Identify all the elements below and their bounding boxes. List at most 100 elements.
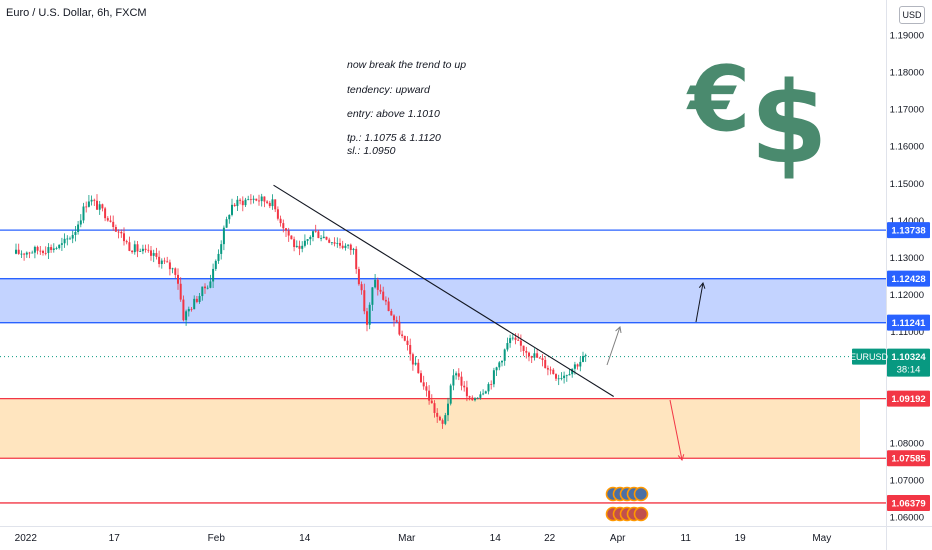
candle-body [77,224,80,232]
candle-body [279,218,282,224]
candle-body [133,244,136,253]
chart-title: Euro / U.S. Dollar, 6h, FXCM [6,7,147,19]
candle-body [15,249,17,254]
candle-body [114,227,117,232]
candle-body [236,199,239,207]
candle-body [28,252,31,254]
x-tick-label: 17 [109,533,121,544]
candle-body [209,281,212,288]
candle-body [347,244,350,246]
euro-symbol: € [688,47,751,152]
projection-arrow [606,326,621,366]
price-zone [0,278,886,323]
candle-body [517,339,520,341]
candle-body [182,299,185,321]
candle-body [85,206,88,208]
candle-body [309,237,312,240]
candle-body [293,239,296,248]
candle-body [422,382,425,387]
y-tick-label: 1.13000 [890,253,924,264]
price-level-tag [887,494,930,511]
candle-body [393,315,395,321]
candle-body [379,289,382,292]
x-tick-label: Feb [208,533,226,544]
candle-body [58,244,61,249]
candle-body [363,290,366,312]
candle-body [441,420,444,424]
candle-body [490,384,493,385]
candle-body [403,335,406,341]
projection-arrow-head [677,454,685,462]
candle-body [276,209,279,219]
candle-body [463,385,466,388]
bar-countdown: 38:14 [897,365,921,376]
candle-body [357,269,360,285]
candle-body [150,250,152,256]
y-tick-label: 1.19000 [890,31,924,42]
candle-body [390,311,393,316]
candle-body [465,387,468,397]
price-level-tag [887,390,930,407]
candle-body [333,242,336,244]
candle-body [546,368,549,370]
y-tick-label: 1.15000 [890,179,924,190]
candle-body [560,378,563,379]
candle-body [198,296,201,302]
candle-body [63,238,66,244]
candle-body [482,393,485,395]
candle-body [409,345,412,355]
price-zone [0,398,860,459]
candle-body [66,238,69,240]
candle-body [125,241,128,243]
price-level-tag-label: 1.13738 [891,226,925,237]
candle-body [120,231,123,234]
candle-body [239,199,242,201]
candle-body [492,370,495,385]
candle-body [576,364,579,367]
candle-body [109,220,112,222]
candle-body [303,240,306,246]
candle-body [368,304,371,325]
candle-body [395,320,398,322]
price-level-tag [887,450,930,467]
candle-body [47,247,50,253]
candle-body [271,199,274,207]
x-tick-label: 2022 [15,533,38,544]
candle-body [306,239,309,241]
y-tick-label: 1.16000 [890,142,924,153]
candle-body [252,198,255,200]
candle-body [249,199,252,201]
candle-body [93,199,96,201]
candle-body [101,204,104,209]
y-tick-label: 1.11000 [890,327,924,338]
candle-body [117,231,120,233]
candle-body [23,253,26,255]
candle-body [155,253,158,257]
candle-body [123,233,125,242]
candle-body [341,245,344,248]
candle-body [71,234,74,239]
candle-body [476,397,479,399]
candle-body [177,274,179,284]
candle-body [147,249,150,251]
candle-body [190,308,193,310]
candle-body [106,218,109,221]
candle-body [514,337,517,340]
candle-body [401,334,404,336]
candle-body [44,252,47,254]
candle-body [241,200,244,206]
candle-body [374,279,377,288]
candle-body [290,235,293,240]
candle-body [87,201,90,207]
currency-button[interactable]: USD [899,6,925,24]
candle-body [436,412,439,417]
candle-body [25,252,28,255]
candle-body [171,268,174,270]
price-level-tag [887,314,930,331]
candle-body [544,359,547,369]
candle-body [131,250,134,253]
candle-body [31,252,34,254]
note-line: tendency: upward [347,84,430,96]
candle-body [398,321,401,335]
